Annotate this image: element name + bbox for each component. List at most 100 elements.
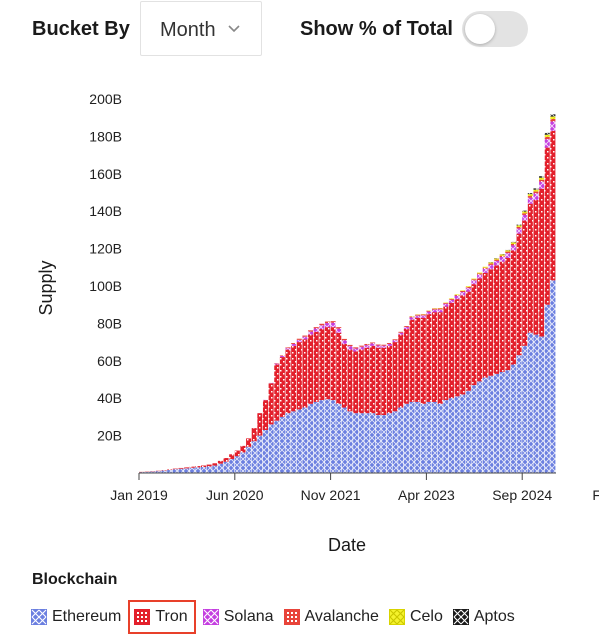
bar-solana-2023-02[interactable] [415,315,421,318]
bar-celo-2025-02[interactable] [550,116,556,120]
bar-tron-2024-04[interactable] [494,265,500,374]
bar-avalanche-2021-12[interactable] [336,327,342,329]
bar-tron-2022-02[interactable] [347,349,353,412]
bar-avalanche-2024-10[interactable] [527,196,533,198]
bar-aptos-2024-12[interactable] [539,176,545,178]
bar-tron-2024-02[interactable] [482,272,488,378]
bar-ethereum-2023-06[interactable] [437,403,443,473]
bar-celo-2023-10[interactable] [460,290,466,291]
bar-ethereum-2021-06[interactable] [302,407,308,473]
bar-tron-2023-05[interactable] [432,312,438,402]
bar-ethereum-2022-02[interactable] [347,411,353,473]
bar-avalanche-2022-03[interactable] [353,347,359,349]
bar-tron-2021-01[interactable] [274,364,280,421]
bar-avalanche-2022-01[interactable] [341,338,347,341]
bar-ethereum-2023-07[interactable] [443,400,449,473]
bar-ethereum-2023-10[interactable] [460,394,466,473]
bar-ethereum-2021-12[interactable] [336,403,342,473]
bar-avalanche-2024-11[interactable] [533,191,539,194]
bar-avalanche-2022-11[interactable] [398,331,404,333]
bar-ethereum-2024-03[interactable] [488,375,494,473]
bar-tron-2019-12[interactable] [200,465,207,468]
bar-tron-2021-05[interactable] [296,342,302,410]
bar-ethereum-2021-04[interactable] [291,411,297,473]
bar-solana-2023-05[interactable] [432,309,438,313]
bar-solana-2024-12[interactable] [539,181,545,189]
bar-tron-2019-07[interactable] [172,468,178,470]
bar-avalanche-2024-03[interactable] [488,263,494,265]
bar-ethereum-2021-11[interactable] [330,400,336,473]
bar-avalanche-2022-04[interactable] [358,345,364,347]
bar-ethereum-2022-03[interactable] [353,413,359,473]
bar-tron-2023-03[interactable] [420,317,426,404]
bar-celo-2023-09[interactable] [454,294,460,295]
bar-solana-2021-03[interactable] [285,348,291,350]
bar-solana-2021-12[interactable] [336,328,342,333]
bar-avalanche-2021-04[interactable] [291,343,297,344]
bar-solana-2023-10[interactable] [460,291,466,296]
bar-avalanche-2024-04[interactable] [494,259,500,261]
bar-tron-2023-02[interactable] [415,317,421,402]
bar-tron-2024-06[interactable] [505,257,511,371]
bar-ethereum-2022-12[interactable] [403,403,409,473]
bar-solana-2022-10[interactable] [392,340,398,343]
bar-avalanche-2021-10[interactable] [324,321,330,324]
bar-ethereum-2020-06[interactable] [234,456,240,473]
bar-tron-2021-04[interactable] [291,345,297,412]
bar-avalanche-2022-07[interactable] [375,344,381,346]
bar-tron-2024-11[interactable] [533,199,539,335]
bar-ethereum-2023-01[interactable] [409,401,415,473]
bar-avalanche-2024-12[interactable] [539,179,545,182]
bar-tron-2022-06[interactable] [370,345,376,414]
bar-solana-2025-02[interactable] [550,121,556,131]
bar-tron-2020-01[interactable] [206,464,212,467]
bar-tron-2021-09[interactable] [319,329,325,401]
bar-tron-2024-10[interactable] [527,203,533,333]
bar-ethereum-2020-12[interactable] [268,424,274,473]
bar-avalanche-2022-12[interactable] [403,326,409,327]
bar-ethereum-2021-10[interactable] [324,399,330,473]
bar-tron-2020-11[interactable] [262,400,269,430]
bar-tron-2023-11[interactable] [465,291,471,391]
bar-avalanche-2024-07[interactable] [510,243,516,246]
bar-ethereum-2019-06[interactable] [167,470,173,473]
bar-avalanche-2022-06[interactable] [370,342,376,344]
bar-avalanche-2024-01[interactable] [477,273,483,275]
bar-tron-2020-07[interactable] [240,445,246,453]
bar-ethereum-2024-05[interactable] [499,372,505,473]
bar-tron-2024-12[interactable] [539,188,545,337]
bar-avalanche-2023-06[interactable] [437,308,443,310]
bar-solana-2023-03[interactable] [420,315,426,318]
bar-celo-2024-01[interactable] [477,272,483,274]
bar-avalanche-2022-08[interactable] [381,344,387,346]
bar-solana-2023-04[interactable] [426,311,432,315]
bar-avalanche-2023-05[interactable] [432,308,438,310]
bar-ethereum-2022-01[interactable] [341,407,347,473]
bar-tron-2020-02[interactable] [212,463,218,466]
bar-ethereum-2023-11[interactable] [465,390,471,473]
bar-ethereum-2023-04[interactable] [426,401,432,473]
legend-item-avalanche[interactable]: Avalanche [281,602,382,632]
bar-tron-2021-11[interactable] [330,327,336,401]
bar-solana-2024-07[interactable] [510,245,516,251]
bar-tron-2019-10[interactable] [189,466,195,468]
bar-tron-2020-06[interactable] [234,450,240,457]
bar-tron-2025-01[interactable] [544,147,550,305]
bar-ethereum-2019-10[interactable] [189,467,195,473]
bar-solana-2021-01[interactable] [274,363,280,365]
bar-tron-2023-10[interactable] [460,295,466,395]
bar-solana-2021-08[interactable] [313,328,319,332]
bar-tron-2025-02[interactable] [550,130,556,281]
bar-solana-2022-05[interactable] [364,345,370,348]
bar-avalanche-2021-03[interactable] [285,347,291,349]
bar-tron-2020-09[interactable] [251,428,257,442]
bar-celo-2024-06[interactable] [505,250,511,252]
bar-solana-2022-01[interactable] [341,340,347,344]
bar-ethereum-2020-08[interactable] [246,446,252,473]
bar-ethereum-2023-12[interactable] [471,385,477,473]
bar-celo-2024-07[interactable] [510,242,516,244]
bar-avalanche-2023-03[interactable] [420,314,426,316]
bar-avalanche-2021-02[interactable] [279,355,285,356]
bucket-by-select[interactable]: Month [140,1,262,56]
bar-avalanche-2023-04[interactable] [426,310,432,312]
